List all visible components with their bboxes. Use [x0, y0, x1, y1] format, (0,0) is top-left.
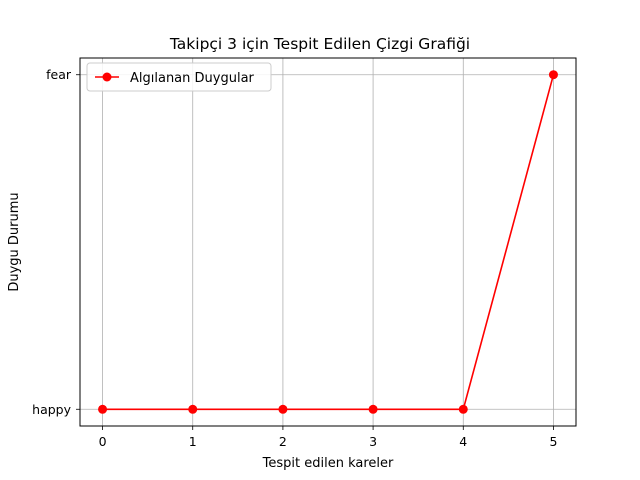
series-layer: [98, 70, 558, 414]
data-point-marker: [188, 404, 198, 414]
y-axis-label: Duygu Durumu: [7, 192, 22, 291]
data-point-marker: [98, 404, 108, 414]
data-point-marker: [548, 70, 558, 80]
data-point-marker: [458, 404, 468, 414]
legend-box: [86, 62, 272, 92]
x-tick-label: 3: [369, 434, 377, 449]
x-axis-label: Tespit edilen kareler: [262, 456, 394, 471]
data-point-marker: [278, 404, 288, 414]
grid-lines: [80, 58, 576, 426]
legend: Algılanan Duygular: [86, 62, 272, 92]
x-tick-label: 2: [279, 434, 287, 449]
legend-marker-swatch: [102, 72, 112, 82]
x-tick-label: 0: [99, 434, 107, 449]
axis-ticks: 0 1 2 3 4 5 happy fear: [32, 67, 557, 449]
y-tick-label: fear: [46, 67, 72, 82]
chart-title: Takipçi 3 için Tespit Edilen Çizgi Grafi…: [169, 35, 470, 53]
y-tick-label: happy: [32, 402, 71, 417]
series-line-0: [102, 74, 555, 411]
legend-label: Algılanan Duygular: [130, 71, 255, 86]
x-tick-label: 1: [189, 434, 197, 449]
plot-frame: [79, 57, 577, 427]
x-tick-label: 4: [459, 434, 467, 449]
data-point-marker: [368, 404, 378, 414]
x-tick-label: 5: [549, 434, 557, 449]
